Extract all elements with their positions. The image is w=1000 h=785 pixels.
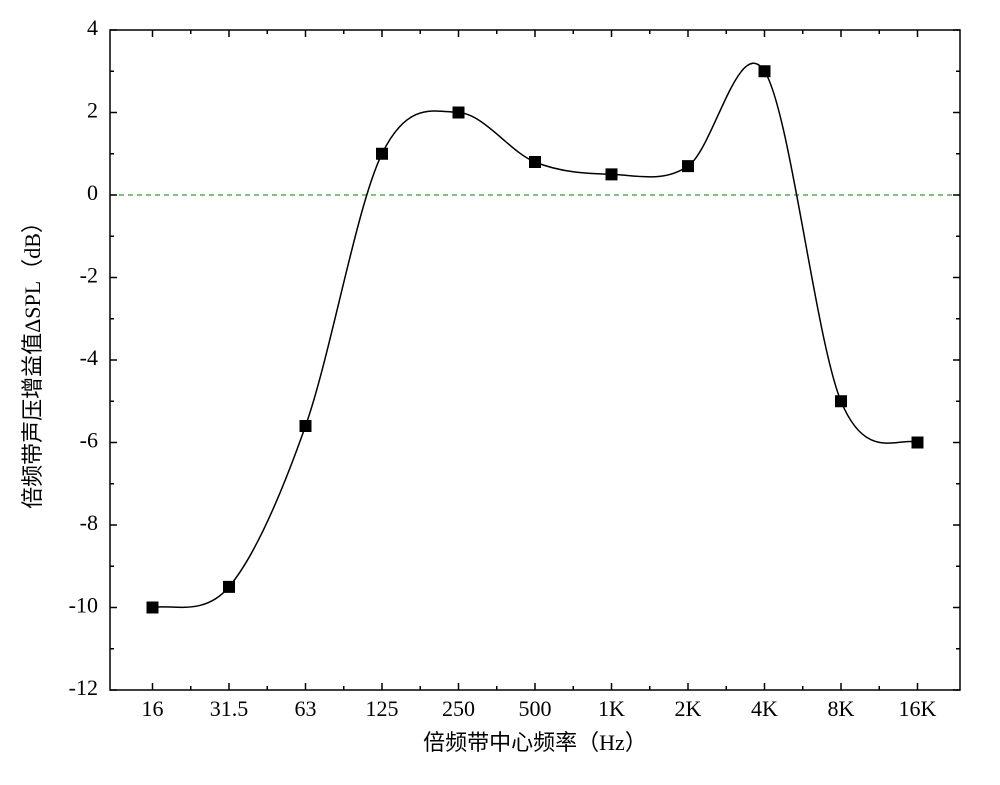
chart-svg: -12 -10 -8 -6 -4 -2 0 2 4 16 31.5 63 125 250 500 1K 2K 4K… xyxy=(0,0,1000,785)
xtick-label: 63 xyxy=(295,696,317,721)
ytick-label: -4 xyxy=(80,345,98,370)
xtick-label: 31.5 xyxy=(210,696,249,721)
xtick-label: 16K xyxy=(899,696,937,721)
data-marker xyxy=(223,581,235,593)
ytick-label: 0 xyxy=(87,180,98,205)
xtick-label: 16 xyxy=(142,696,164,721)
ytick-label: -2 xyxy=(80,263,98,288)
data-marker xyxy=(835,395,847,407)
ytick-label: 4 xyxy=(87,15,98,40)
xtick-label: 4K xyxy=(751,696,778,721)
xtick-label: 2K xyxy=(675,696,702,721)
ytick-label: -8 xyxy=(80,510,98,535)
chart-container: -12 -10 -8 -6 -4 -2 0 2 4 16 31.5 63 125 250 500 1K 2K 4K… xyxy=(0,0,1000,785)
data-marker xyxy=(147,602,159,614)
data-curve xyxy=(153,63,918,607)
plot-border xyxy=(110,30,960,690)
xtick-label: 500 xyxy=(519,696,552,721)
data-marker xyxy=(453,107,465,119)
xtick-label: 125 xyxy=(366,696,399,721)
data-marker xyxy=(912,437,924,449)
xtick-label: 8K xyxy=(828,696,855,721)
x-axis-label: 倍频带中心频率（Hz） xyxy=(423,730,647,755)
ytick-label: -12 xyxy=(69,675,98,700)
ytick-label: -6 xyxy=(80,428,98,453)
data-marker xyxy=(376,148,388,160)
ytick-label: -10 xyxy=(69,593,98,618)
data-marker xyxy=(682,160,694,172)
ytick-label: 2 xyxy=(87,98,98,123)
data-marker xyxy=(759,65,771,77)
data-marker xyxy=(606,168,618,180)
xtick-label: 250 xyxy=(442,696,475,721)
data-marker xyxy=(529,156,541,168)
xtick-label: 1K xyxy=(598,696,625,721)
y-axis-label: 倍频带声压增益值ΔSPL（dB） xyxy=(20,211,45,509)
data-marker xyxy=(300,420,312,432)
